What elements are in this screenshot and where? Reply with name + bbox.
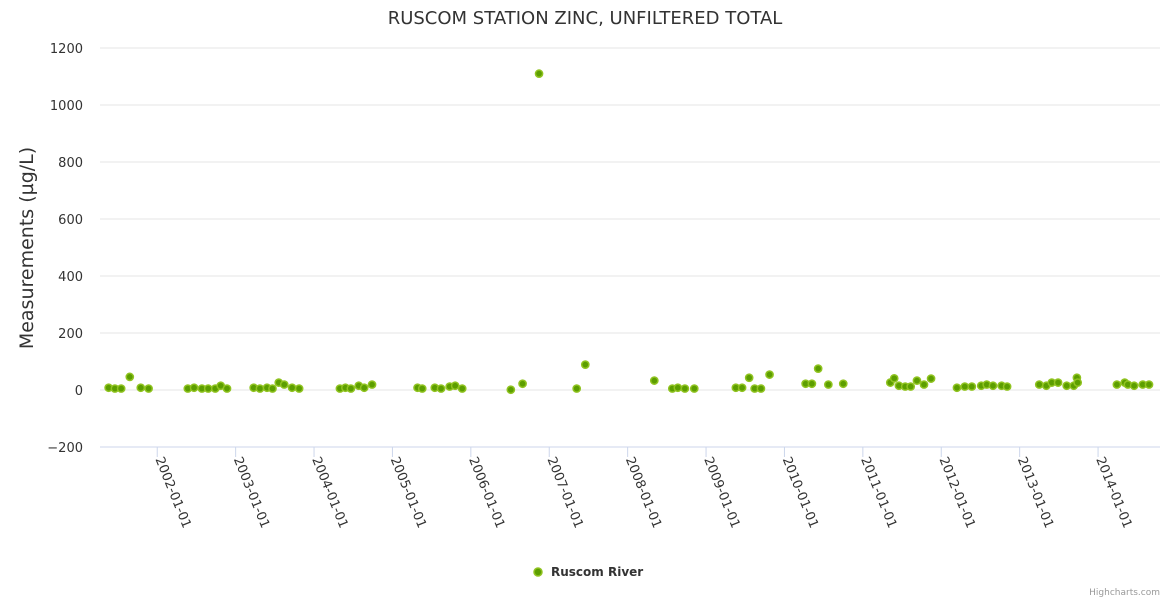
data-point[interactable] xyxy=(919,380,929,389)
data-point[interactable] xyxy=(1034,380,1044,389)
x-tick-label: 2014-01-01 xyxy=(1092,455,1134,531)
y-axis-title: Measurements (µg/L) xyxy=(16,147,38,349)
data-point[interactable] xyxy=(116,384,126,393)
y-tick-label: −200 xyxy=(47,441,83,456)
legend-item-ruscom-river[interactable]: Ruscom River xyxy=(533,565,643,579)
data-point[interactable] xyxy=(680,384,690,393)
data-point[interactable] xyxy=(673,383,683,393)
y-tick-label: 1000 xyxy=(50,99,83,114)
x-tick-label: 2008-01-01 xyxy=(622,455,664,531)
data-point[interactable] xyxy=(967,382,977,391)
y-tick-label: 400 xyxy=(58,270,83,285)
data-point[interactable] xyxy=(1073,378,1083,387)
data-point[interactable] xyxy=(737,383,747,393)
data-point[interactable] xyxy=(518,379,527,389)
x-tick-label: 2005-01-01 xyxy=(387,455,429,531)
x-tick-label: 2010-01-01 xyxy=(779,455,821,531)
data-point[interactable] xyxy=(807,379,817,389)
data-point[interactable] xyxy=(255,384,265,393)
data-point[interactable] xyxy=(346,384,356,393)
data-point[interactable] xyxy=(813,364,823,373)
data-point[interactable] xyxy=(367,380,377,389)
x-tick-label: 2009-01-01 xyxy=(700,455,742,531)
data-point[interactable] xyxy=(436,384,446,393)
data-point[interactable] xyxy=(287,383,297,393)
data-point[interactable] xyxy=(889,373,899,383)
data-point[interactable] xyxy=(838,379,848,389)
x-tick-label: 2013-01-01 xyxy=(1014,455,1056,531)
x-axis-ticks: 2002-01-01 2003-01-01 2004-01-01 2005-01-01… xyxy=(152,447,1135,531)
data-point[interactable] xyxy=(580,360,590,369)
data-point[interactable] xyxy=(756,384,766,393)
y-tick-label: 0 xyxy=(75,384,83,399)
data-point[interactable] xyxy=(144,384,153,393)
y-tick-label: 800 xyxy=(58,156,83,171)
y-tick-label: 200 xyxy=(58,327,83,342)
data-point[interactable] xyxy=(824,380,833,389)
y-tick-label: 600 xyxy=(58,213,83,228)
data-point[interactable] xyxy=(960,382,970,391)
data-point[interactable] xyxy=(952,383,962,393)
y-tick-label: 1200 xyxy=(50,42,83,57)
data-point[interactable] xyxy=(926,374,936,383)
data-point[interactable] xyxy=(268,384,277,393)
data-point[interactable] xyxy=(534,69,544,79)
chart-title: RUSCOM STATION ZINC, UNFILTERED TOTAL xyxy=(388,8,783,29)
data-point[interactable] xyxy=(1053,378,1063,387)
data-point[interactable] xyxy=(689,384,699,393)
data-point[interactable] xyxy=(572,384,582,393)
data-point[interactable] xyxy=(1129,381,1139,391)
data-point[interactable] xyxy=(912,376,922,385)
x-tick-label: 2006-01-01 xyxy=(465,455,507,531)
data-point[interactable] xyxy=(359,383,369,393)
credits-link[interactable]: Highcharts.com xyxy=(1089,588,1160,598)
x-tick-label: 2012-01-01 xyxy=(936,455,978,531)
data-point[interactable] xyxy=(222,384,232,393)
data-point[interactable] xyxy=(1144,380,1154,389)
x-tick-label: 2007-01-01 xyxy=(544,455,586,531)
data-point[interactable] xyxy=(988,381,998,391)
data-point[interactable] xyxy=(1062,381,1072,391)
legend-marker-icon xyxy=(533,567,543,577)
data-point[interactable] xyxy=(294,384,304,393)
data-point[interactable] xyxy=(1112,380,1122,389)
data-point[interactable] xyxy=(649,376,659,385)
data-point[interactable] xyxy=(203,384,213,393)
x-tick-label: 2003-01-01 xyxy=(230,455,272,531)
data-point[interactable] xyxy=(906,382,916,391)
grid-lines xyxy=(100,47,1160,391)
data-point[interactable] xyxy=(125,372,135,382)
data-point[interactable] xyxy=(279,380,289,389)
data-point[interactable] xyxy=(136,383,146,393)
data-point[interactable] xyxy=(450,381,460,391)
x-tick-label: 2002-01-01 xyxy=(152,455,194,531)
y-axis-ticks: −200 0 200 400 600 800 1000 1200 xyxy=(47,42,83,456)
data-point[interactable] xyxy=(506,385,516,395)
data-point[interactable] xyxy=(1002,382,1012,391)
data-point[interactable] xyxy=(417,384,427,393)
data-point[interactable] xyxy=(189,383,199,393)
data-point[interactable] xyxy=(765,370,774,379)
data-point[interactable] xyxy=(457,384,467,393)
x-tick-label: 2011-01-01 xyxy=(857,455,899,531)
data-point[interactable] xyxy=(744,373,754,383)
legend-label: Ruscom River xyxy=(551,565,643,579)
series-points xyxy=(104,69,1154,395)
x-tick-label: 2004-01-01 xyxy=(308,455,350,531)
